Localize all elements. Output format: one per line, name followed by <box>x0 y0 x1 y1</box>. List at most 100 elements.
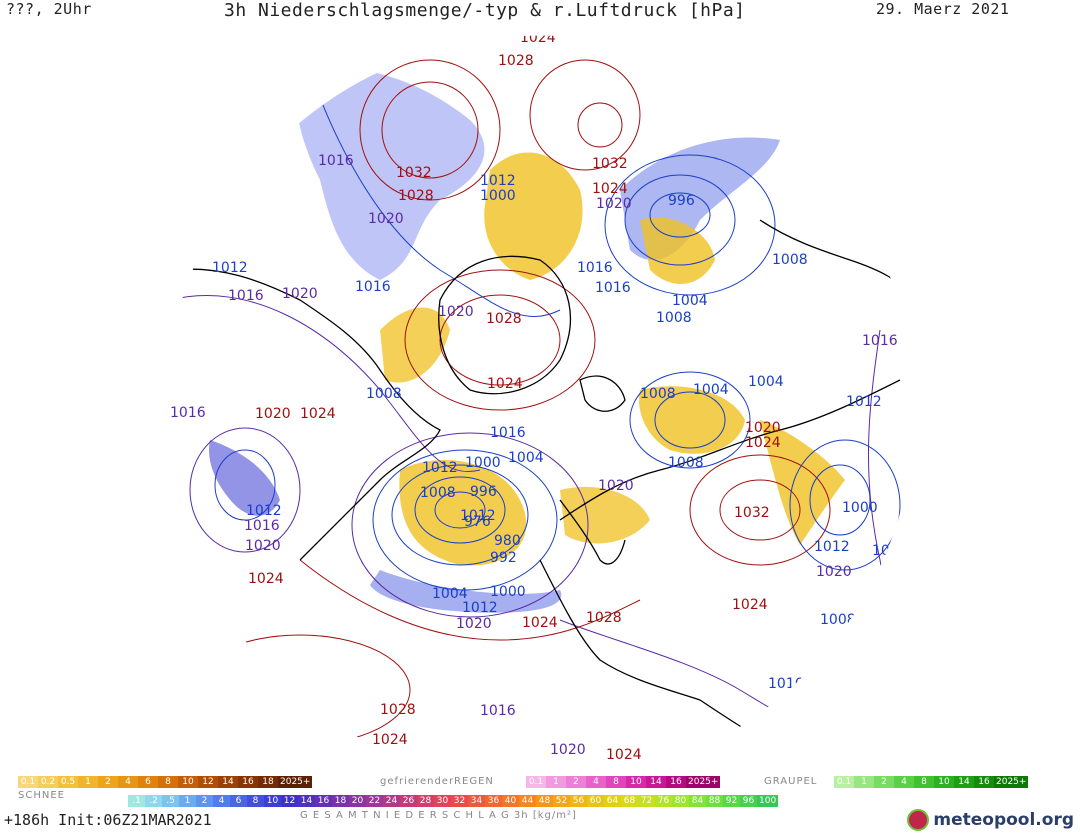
total-precip-scale: .1.2.5 1 2 4 6 8 10 12 14 16 18 20 22 24 26 28 30 32 34 36 4… <box>128 795 779 807</box>
isobar <box>299 39 561 317</box>
pressure-label: 1016 <box>318 153 354 169</box>
pressure-label: 1020 <box>255 406 291 422</box>
scale-cell: 14 <box>218 776 238 788</box>
scale-cell: 0.2 <box>38 776 58 788</box>
scale-cell: 16 <box>315 795 332 807</box>
pressure-label: 1024 <box>522 615 558 631</box>
pressure-label: 1000 <box>490 584 526 600</box>
scale-cell: 40 <box>502 795 519 807</box>
scale-cell: 4 <box>213 795 230 807</box>
pressure-label: 1004 <box>508 450 544 466</box>
rain-area-atlantic-low <box>399 460 527 566</box>
pressure-label: 1024 <box>372 732 408 748</box>
coastline-scandinavia <box>559 499 626 565</box>
header-date: 29. Maerz 2021 <box>876 0 1009 18</box>
pressure-label: 1016 <box>355 279 391 295</box>
pressure-label: 1020 <box>245 538 281 554</box>
pressure-label: 1008 <box>820 612 856 628</box>
scale-cell: 22 <box>366 795 383 807</box>
scale-cell: 0.1 <box>834 776 854 788</box>
scale-cell: 6 <box>230 795 247 807</box>
scale-cell: 48 <box>536 795 553 807</box>
coastline-north-america <box>169 268 441 561</box>
snow-scale: 0.1 0.2 0.5 1 2 4 6 8 10 12 14 16 18 2025+ <box>18 776 313 788</box>
scale-cell: 20 <box>349 795 366 807</box>
snow-scale-title: SCHNEE <box>18 790 65 801</box>
isobar <box>439 294 561 386</box>
scale-cell: 1 <box>78 776 98 788</box>
scale-cell: 8 <box>914 776 934 788</box>
pressure-label: 1024 <box>300 406 336 422</box>
pressure-label: 1020 <box>596 196 632 212</box>
scale-cell: 28 <box>417 795 434 807</box>
scale-cell: 34 <box>468 795 485 807</box>
snow-band-pacific-south <box>209 440 280 516</box>
pressure-label: 1012 <box>462 600 498 616</box>
pressure-label: 1024 <box>520 30 556 46</box>
isobar <box>789 439 901 571</box>
pressure-label: 980 <box>494 533 521 549</box>
pressure-label: 1028 <box>498 53 534 69</box>
scale-cell: 8 <box>247 795 264 807</box>
isobar <box>434 491 486 529</box>
pressure-label: 1020 <box>456 616 492 632</box>
pressure-label: 1024 <box>606 747 642 763</box>
isobar <box>624 174 736 266</box>
pressure-label: 1016 <box>490 425 526 441</box>
scale-cell: 72 <box>638 795 655 807</box>
isobar <box>577 102 623 148</box>
scale-cell: 0.1 <box>526 776 546 788</box>
scale-cell: .1 <box>128 795 145 807</box>
pressure-label: 1016 <box>244 518 280 534</box>
scale-cell: 18 <box>258 776 278 788</box>
scale-cell: 1 <box>854 776 874 788</box>
pressure-label: 1028 <box>586 610 622 626</box>
isobar <box>809 464 871 536</box>
scale-cell: 68 <box>621 795 638 807</box>
scale-cell: 8 <box>158 776 178 788</box>
graupel-title-wrap: GRAUPEL <box>764 776 817 787</box>
pressure-label: 976 <box>464 514 491 530</box>
pressure-label: 1012 <box>212 260 248 276</box>
brand-logo[interactable]: meteopool.org <box>907 809 1074 831</box>
pressure-label: 992 <box>490 550 517 566</box>
rain-area-scandinavia <box>560 486 650 544</box>
map-title: 3h Niederschlagsmenge/-typ & r.Luftdruck… <box>224 0 746 21</box>
freezing-rain-scale: 0.1 1 2 4 8 10 14 16 2025+ <box>526 776 721 788</box>
pressure-label: 1016 <box>170 405 206 421</box>
snow-band-pacific <box>296 67 485 280</box>
scale-cell: 14 <box>298 795 315 807</box>
valid-time-label: ???, 2Uhr <box>6 0 92 18</box>
freezing-rain-title-wrap: gefrierenderREGEN <box>380 776 494 787</box>
pressure-label: 1004 <box>672 293 708 309</box>
pressure-label: 1028 <box>398 188 434 204</box>
scale-cell: .2 <box>145 795 162 807</box>
scale-cell: 10 <box>264 795 281 807</box>
header-left: ???, 2Uhr <box>6 0 92 18</box>
scale-cell: 24 <box>383 795 400 807</box>
isobar <box>414 476 506 544</box>
scale-cell: 8 <box>606 776 626 788</box>
scale-cell: 10 <box>626 776 646 788</box>
scale-cell: 44 <box>519 795 536 807</box>
pressure-label: 1024 <box>592 181 628 197</box>
pressure-label: 1032 <box>592 156 628 172</box>
pressure-label: 1000 <box>480 188 516 204</box>
coastline-layer <box>169 219 915 761</box>
isobar <box>604 154 776 296</box>
scale-cell: 0.1 <box>18 776 38 788</box>
isobar <box>649 192 711 238</box>
isobar <box>404 269 596 411</box>
scale-cell: 30 <box>434 795 451 807</box>
pressure-label: 1012 <box>480 173 516 189</box>
isobar <box>299 559 641 641</box>
pressure-label: 1020 <box>598 478 634 494</box>
pressure-label: 1016 <box>480 703 516 719</box>
scale-cell: 100 <box>757 795 779 807</box>
pressure-label: 1016 <box>595 280 631 296</box>
total-precip-title: G E S A M T N I E D E R S C H L A G 3h [… <box>300 810 577 821</box>
pressure-label: 1020 <box>368 211 404 227</box>
scale-cell: 14 <box>954 776 974 788</box>
isobar <box>381 81 479 179</box>
pressure-label: 1016 <box>862 333 898 349</box>
